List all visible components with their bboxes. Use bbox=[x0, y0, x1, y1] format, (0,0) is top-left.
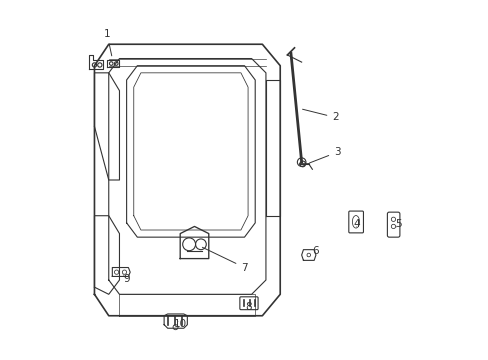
Text: 7: 7 bbox=[202, 247, 247, 273]
Text: 9: 9 bbox=[122, 274, 130, 284]
Text: 3: 3 bbox=[309, 147, 340, 163]
Text: 8: 8 bbox=[245, 302, 252, 312]
Text: 6: 6 bbox=[306, 247, 319, 257]
Text: 10: 10 bbox=[173, 319, 186, 329]
Text: 2: 2 bbox=[302, 109, 338, 122]
Text: 4: 4 bbox=[353, 219, 360, 229]
Text: 5: 5 bbox=[394, 219, 401, 229]
Text: 1: 1 bbox=[103, 28, 112, 56]
